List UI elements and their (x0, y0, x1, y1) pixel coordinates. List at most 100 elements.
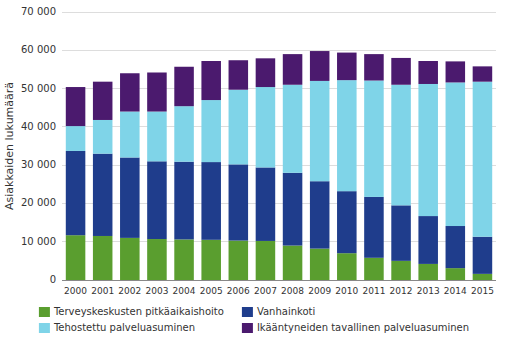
bar-segment (310, 51, 330, 81)
bar-segment (201, 162, 221, 240)
bar-segment (229, 241, 249, 280)
bar-segment (418, 61, 438, 84)
x-tick-label: 2015 (471, 286, 494, 296)
bar-segment (120, 112, 140, 158)
x-tick-label: 2012 (390, 286, 413, 296)
bar-segment (446, 226, 466, 268)
bar-segment (418, 264, 438, 280)
x-tick-label: 2013 (417, 286, 440, 296)
bar-segment (174, 67, 194, 106)
legend-item: Vanhainkoti (242, 306, 315, 317)
bar-segment (256, 241, 276, 280)
bar-segment (473, 274, 493, 280)
grid-line (62, 50, 496, 51)
bar-segment (473, 66, 493, 81)
x-tick-label: 2006 (227, 286, 250, 296)
legend-item: Ikääntyneiden tavallinen palveluasuminen (242, 322, 469, 333)
bar-segment (364, 258, 384, 280)
legend-swatch (39, 307, 50, 317)
bar-segment (93, 236, 113, 280)
y-tick-label: 0 (50, 274, 56, 285)
bar-segment (337, 191, 357, 253)
x-tick-label: 2010 (335, 286, 358, 296)
bar-segment (66, 126, 86, 151)
bar-segment (174, 106, 194, 162)
bar-segment (229, 164, 249, 240)
x-tick-label: 2001 (91, 286, 114, 296)
bar-segment (93, 82, 113, 120)
bar-segment (147, 112, 167, 162)
legend-swatch (242, 307, 253, 317)
y-tick-label: 70 000 (21, 6, 56, 17)
bar-segment (310, 181, 330, 248)
x-tick-label: 2003 (145, 286, 168, 296)
bar-segment (418, 216, 438, 264)
legend-swatch (39, 323, 50, 333)
bar-segment (256, 58, 276, 87)
bar-segment (201, 240, 221, 280)
x-tick-label: 2008 (281, 286, 304, 296)
legend-swatch (242, 323, 253, 333)
y-tick-label: 60 000 (21, 44, 56, 55)
bar-segment (201, 100, 221, 162)
bar-segment (93, 120, 113, 154)
x-tick-label: 2005 (200, 286, 223, 296)
legend-label: Tehostettu palveluasuminen (53, 322, 195, 333)
y-axis: 010 00020 00030 00040 00050 00060 00070 … (21, 6, 56, 285)
bar-segment (391, 85, 411, 206)
bar-segment (256, 167, 276, 241)
bar-segment (473, 82, 493, 237)
bar-segment (174, 239, 194, 280)
bar-segment (93, 154, 113, 236)
y-tick-label: 50 000 (21, 83, 56, 94)
x-tick-label: 2011 (362, 286, 385, 296)
bar-segment (446, 268, 466, 280)
bar-series (66, 51, 492, 126)
grid-line (62, 12, 496, 13)
bar-segment (66, 151, 86, 235)
bar-segment (337, 53, 357, 81)
x-tick-label: 2004 (173, 286, 196, 296)
bar-segment (120, 238, 140, 280)
bars (66, 51, 492, 280)
bar-segment (120, 73, 140, 111)
bar-segment (391, 261, 411, 280)
y-tick-label: 20 000 (21, 197, 56, 208)
grid (62, 12, 496, 280)
bar-segment (418, 84, 438, 216)
bar-segment (147, 161, 167, 239)
bar-segment (66, 235, 86, 280)
bar-segment (120, 157, 140, 237)
legend-label: Terveyskeskusten pitkäaikaishoito (53, 306, 224, 317)
bar-segment (174, 162, 194, 240)
bar-segment (229, 90, 249, 165)
bar-segment (391, 205, 411, 261)
legend-label: Vanhainkoti (257, 306, 315, 317)
x-tick-label: 2002 (118, 286, 141, 296)
bar-segment (337, 80, 357, 191)
x-axis-line (62, 280, 496, 281)
legend: Terveyskeskusten pitkäaikaishoito Vanhain… (39, 306, 469, 333)
chart: 010 00020 00030 00040 00050 00060 00070 … (0, 0, 508, 346)
grid-line (62, 280, 496, 281)
bar-segment (310, 81, 330, 181)
y-axis-label: Asiakkaiden lukumäärä (3, 82, 16, 210)
x-tick-label: 2009 (308, 286, 331, 296)
bar-segment (364, 197, 384, 258)
bar-segment (201, 61, 221, 100)
bar-segment (446, 61, 466, 82)
bar-segment (283, 85, 303, 173)
bar-segment (391, 58, 411, 85)
bar-segment (66, 87, 86, 126)
bar-segment (283, 54, 303, 85)
bar-segment (283, 246, 303, 280)
legend-label: Ikääntyneiden tavallinen palveluasuminen (257, 322, 469, 333)
bar-segment (337, 253, 357, 280)
y-tick-label: 10 000 (21, 236, 56, 247)
bar-segment (473, 237, 493, 274)
bar-segment (229, 60, 249, 89)
bar-segment (147, 239, 167, 280)
x-tick-label: 2014 (444, 286, 467, 296)
bar-segment (364, 54, 384, 80)
legend-item: Tehostettu palveluasuminen (39, 322, 195, 333)
